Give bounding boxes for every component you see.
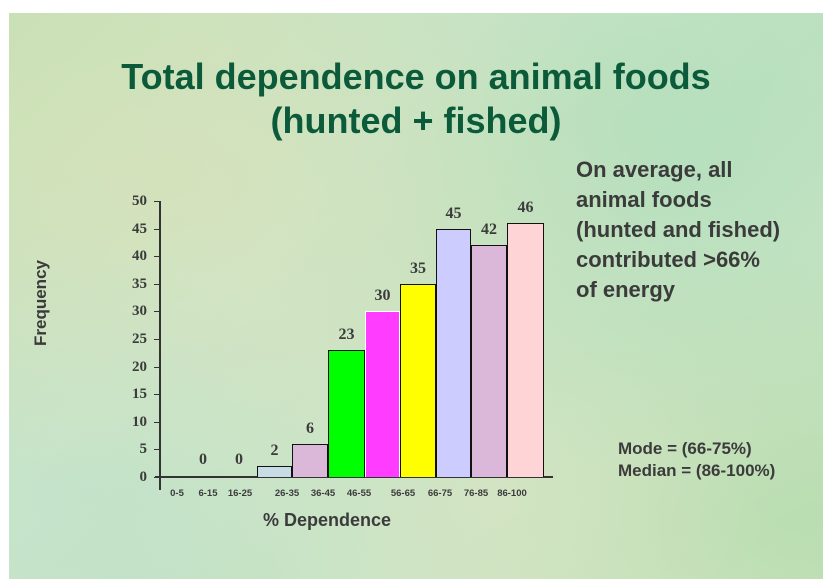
histogram-bar: [257, 465, 292, 477]
summary-line: contributed >66%: [576, 247, 760, 272]
title-line-2: (hunted + fished): [270, 100, 562, 141]
y-tick: [154, 339, 160, 340]
x-axis-label: % Dependence: [263, 510, 392, 530]
bar-value-label: 35: [410, 259, 426, 277]
chart-title: Total dependence on animal foods (hunted…: [9, 55, 823, 143]
y-tick-label: 15: [132, 386, 147, 403]
x-tick-label: 26-35: [274, 488, 300, 499]
x-tick-label: 36-45: [310, 488, 336, 499]
bar-value-label: 30: [374, 287, 391, 305]
y-tick-label: 45: [132, 220, 147, 237]
bar-value-label: 42: [481, 221, 497, 239]
x-tick-label: 46-55: [346, 488, 372, 499]
x-tick-label: 86-100: [497, 488, 527, 499]
y-tick-label: 50: [132, 193, 147, 209]
bar-value-label: 2: [270, 441, 279, 459]
histogram-bar: [507, 223, 544, 477]
y-tick: [154, 228, 160, 230]
y-tick-label: 5: [139, 441, 148, 458]
x-axis: [155, 476, 553, 478]
bar-value-label: 23: [338, 326, 355, 344]
y-tick: [154, 394, 160, 396]
y-tick: [154, 449, 160, 451]
histogram-bar: [400, 283, 436, 477]
y-tick-label: 20: [132, 358, 147, 375]
histogram-bar: [292, 443, 328, 477]
bar-value-label: 0: [199, 451, 207, 468]
summary-line: animal foods: [576, 187, 712, 212]
histogram-bar: [328, 350, 365, 477]
y-tick-label: 0: [139, 469, 148, 485]
x-tick-label: 0-5: [170, 488, 184, 499]
summary-line: (hunted and fished): [576, 217, 781, 242]
title-line-1: Total dependence on animal foods: [121, 56, 711, 97]
y-tick-label: 30: [132, 303, 147, 320]
x-tick-label: 56-65: [390, 488, 416, 499]
bar-value-label: 0: [235, 451, 243, 468]
histogram-bar: [471, 245, 507, 477]
summary-line: On average, all: [576, 157, 733, 182]
y-tick: [154, 366, 160, 368]
bar-value-label: 46: [517, 199, 534, 217]
x-tick-label: 76-85: [463, 488, 489, 499]
x-tick-label: 16-25: [227, 488, 253, 499]
y-tick-label: 10: [132, 413, 147, 430]
y-tick: [154, 201, 160, 202]
y-tick: [154, 311, 160, 313]
y-axis: [159, 201, 161, 490]
mode-label: Mode = (66-75%): [618, 439, 752, 458]
y-tick-label: 35: [132, 275, 147, 292]
summary-text: On average, all animal foods (hunted and…: [576, 155, 821, 305]
y-tick-label: 40: [132, 248, 147, 265]
y-tick: [154, 421, 160, 423]
histogram-bar: [436, 228, 471, 477]
y-tick: [154, 256, 160, 258]
bar-value-label: 6: [306, 419, 314, 437]
x-tick-label: 6-15: [198, 488, 218, 499]
x-tick-label: 66-75: [427, 488, 453, 499]
summary-line: of energy: [576, 277, 676, 302]
y-tick-label: 25: [132, 331, 147, 347]
bar-value-label: 45: [445, 204, 462, 222]
histogram-bar: [365, 311, 400, 477]
y-tick: [154, 283, 160, 285]
stats-annotation: Mode = (66-75%) Median = (86-100%): [618, 438, 823, 482]
slide: Total dependence on animal foods (hunted…: [9, 13, 823, 579]
median-label: Median = (86-100%): [618, 461, 776, 480]
y-tick: [154, 477, 160, 478]
y-axis-label: Frequency: [31, 260, 50, 346]
